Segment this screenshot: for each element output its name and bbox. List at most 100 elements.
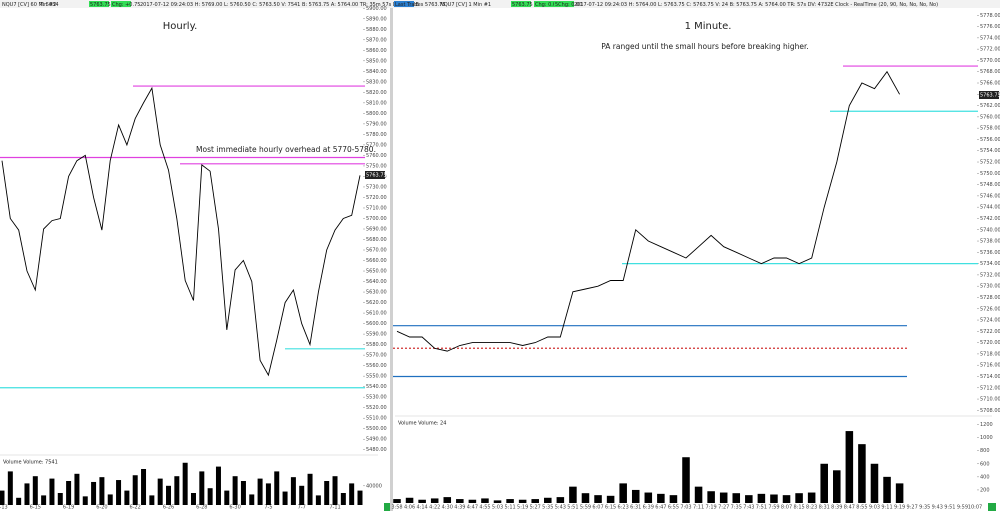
x-tick-label: 6-20	[96, 505, 107, 511]
x-tick-label: 5:03	[492, 505, 503, 511]
header-info: 2017-07-12 09:24:03 H: 5764.00 L: 5763.7…	[574, 2, 938, 8]
volume-bar	[299, 485, 305, 505]
x-tick-label: 6-13	[0, 505, 8, 511]
volume-bar	[883, 476, 891, 503]
volume-bar	[132, 475, 138, 505]
y-tick-label: 5716.00	[980, 363, 1000, 369]
x-tick-label: 5:27	[530, 505, 541, 511]
x-tick-label: 8:47	[844, 505, 855, 511]
y-tick-label: 5780.00	[366, 132, 387, 138]
volume-bar	[57, 493, 63, 505]
y-tick-label: 5750.00	[366, 163, 387, 169]
x-tick-label: 4:14	[417, 505, 428, 511]
volume-bar	[66, 481, 72, 505]
y-tick-label: 5746.00	[980, 193, 1000, 199]
y-tick-label: 5670.00	[366, 248, 387, 254]
x-tick-label: 6:39	[643, 505, 654, 511]
status-box	[988, 503, 996, 511]
x-tick-label: 8:07	[781, 505, 792, 511]
x-tick-label: 9:19	[894, 505, 905, 511]
x-tick-label: 6:07	[592, 505, 603, 511]
y-tick-label: 5730.00	[980, 284, 1000, 290]
volume-bar	[32, 476, 38, 505]
y-tick-label: 5728.00	[980, 295, 1000, 301]
volume-bar	[594, 495, 602, 503]
y-tick-label: 5530.00	[366, 395, 387, 401]
x-tick-label: 7-7	[298, 505, 306, 511]
volume-bar	[619, 483, 627, 503]
y-tick-label: 5772.00	[980, 47, 1000, 53]
volume-bar	[265, 483, 271, 505]
volume-bar	[274, 471, 280, 505]
price-tag-label: 5763.75	[980, 93, 1000, 99]
volume-bar	[107, 494, 113, 505]
header-info: 5763.75	[512, 2, 533, 8]
volume-bar	[141, 469, 147, 505]
volume-bar	[182, 462, 188, 505]
x-tick-label: 5:43	[555, 505, 566, 511]
y-tick-label: 5840.00	[366, 69, 387, 75]
chart-title: 1 Minute.	[685, 21, 732, 32]
volume-tick-label: 400	[980, 474, 990, 480]
y-tick-label: 5480.00	[366, 447, 387, 453]
x-tick-label: 5:35	[542, 505, 553, 511]
x-tick-label: 9:35	[919, 505, 930, 511]
y-tick-label: 5740.00	[980, 227, 1000, 233]
volume-bar	[745, 495, 753, 503]
volume-bar	[405, 497, 414, 503]
volume-bar	[518, 499, 527, 503]
y-tick-label: 5580.00	[366, 342, 387, 348]
y-tick-label: 5770.00	[980, 58, 1000, 64]
y-tick-label: 5620.00	[366, 300, 387, 306]
x-tick-label: 5:51	[567, 505, 578, 511]
volume-bar	[91, 481, 97, 505]
y-tick-label: 5744.00	[980, 205, 1000, 211]
y-tick-label: 5720.00	[980, 340, 1000, 346]
x-tick-label: 6:47	[655, 505, 666, 511]
volume-bar	[124, 490, 130, 505]
volume-bar	[282, 491, 288, 505]
volume-bar	[644, 492, 653, 503]
volume-bar	[782, 495, 791, 503]
y-tick-label: 5730.00	[366, 184, 387, 190]
x-tick-label: 5:11	[504, 505, 515, 511]
y-tick-label: 5690.00	[366, 227, 387, 233]
volume-bar	[16, 497, 22, 505]
volume-bar	[669, 495, 678, 503]
volume-bar	[257, 478, 263, 505]
volume-bar	[315, 495, 321, 505]
x-tick-label: 4:55	[479, 505, 490, 511]
y-tick-label: 5680.00	[366, 237, 387, 243]
x-tick-label: 6-15	[30, 505, 41, 511]
info-box	[89, 1, 109, 7]
volume-bar	[544, 497, 552, 503]
y-tick-label: 5724.00	[980, 318, 1000, 324]
volume-bar	[631, 489, 640, 503]
y-tick-label: 5800.00	[366, 111, 387, 117]
y-tick-label: 5758.00	[980, 126, 1000, 132]
y-tick-label: 5590.00	[366, 332, 387, 338]
volume-bar	[719, 492, 728, 503]
x-tick-label: 6:55	[668, 505, 679, 511]
y-tick-label: 5640.00	[366, 279, 387, 285]
volume-bar	[249, 494, 255, 505]
volume-bar	[207, 488, 213, 505]
y-tick-label: 5610.00	[366, 311, 387, 317]
volume-bar	[116, 480, 122, 505]
y-tick-label: 5752.00	[980, 160, 1000, 166]
volume-label: Volume Volume: 24	[398, 421, 446, 427]
volume-bar	[149, 495, 155, 505]
price-line	[396, 70, 900, 352]
y-tick-label: 5734.00	[980, 261, 1000, 267]
y-tick-label: 5510.00	[366, 416, 387, 422]
volume-bar	[393, 499, 401, 503]
y-tick-label: 5600.00	[366, 321, 387, 327]
volume-tick-label: 1000	[980, 435, 993, 441]
x-tick-label: 4:06	[404, 505, 415, 511]
y-tick-label: 5880.00	[366, 27, 387, 33]
x-tick-label: 8:23	[806, 505, 817, 511]
y-tick-label: 5760.00	[980, 114, 1000, 120]
y-tick-label: 5520.00	[366, 405, 387, 411]
y-tick-label: 5768.00	[980, 69, 1000, 75]
y-tick-label: 5860.00	[366, 48, 387, 54]
